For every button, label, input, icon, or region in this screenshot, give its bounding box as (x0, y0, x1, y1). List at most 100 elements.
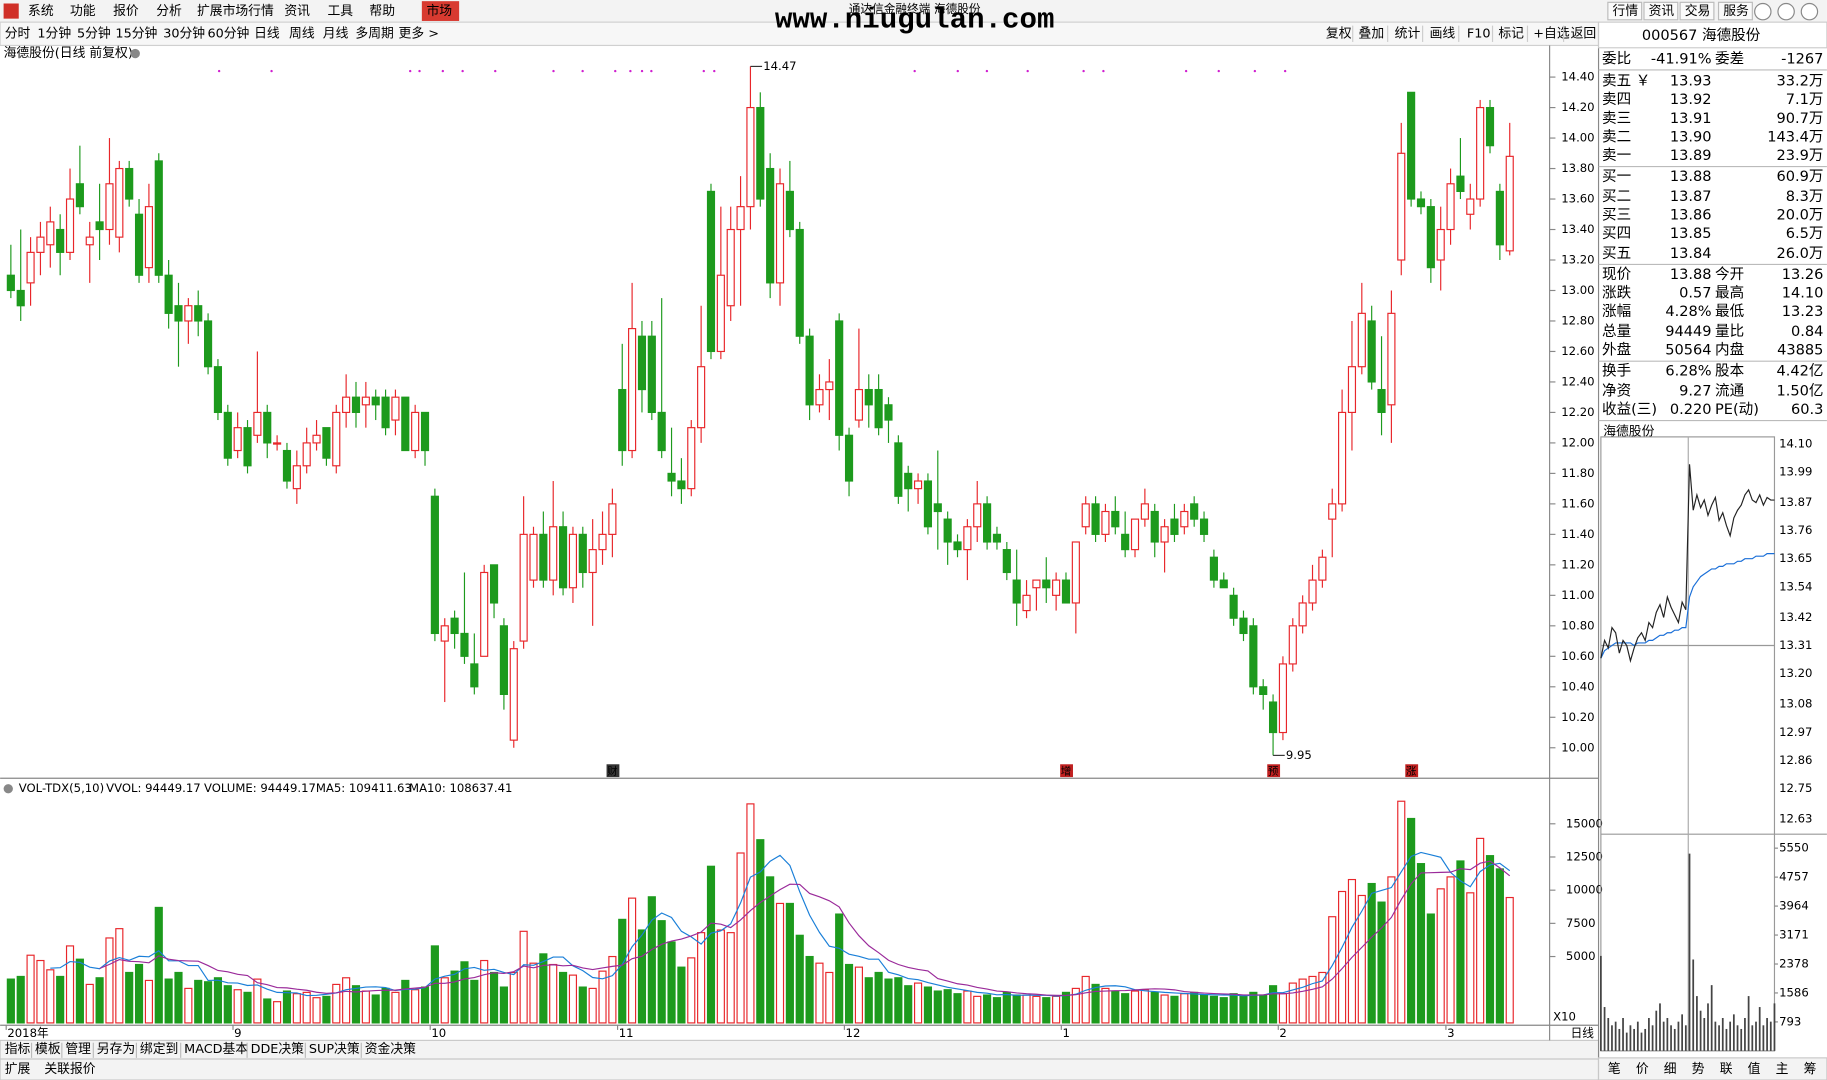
status-item[interactable]: 关联报价 (44, 1062, 95, 1077)
top-button[interactable]: 交易 (1685, 3, 1711, 19)
volume-bar (1199, 994, 1209, 1024)
event-label[interactable]: 增 (1061, 764, 1071, 777)
window-control[interactable] (1800, 2, 1819, 21)
candle-body (1456, 175, 1465, 192)
menu-item[interactable]: 资讯 (284, 4, 310, 19)
candle-body (95, 221, 104, 231)
bottom-tab[interactable]: DDE决策 (251, 1041, 305, 1057)
window-control[interactable] (1754, 2, 1772, 21)
candle-body (16, 289, 25, 307)
volume-bar (519, 930, 528, 1024)
period-tab[interactable]: 周线 (289, 26, 315, 41)
menu-item[interactable]: 工具 (327, 4, 353, 19)
status-item[interactable]: 扩展 (5, 1062, 31, 1077)
intraday-tab[interactable]: 值 (1748, 1061, 1761, 1077)
candle-body (144, 206, 153, 269)
candle-body (923, 480, 933, 528)
volume-bar (1071, 987, 1080, 1024)
intraday-tab[interactable]: 笔 (1608, 1061, 1621, 1077)
volume-bar (1456, 860, 1465, 1024)
top-button[interactable]: 资讯 (1649, 4, 1675, 19)
menu-item[interactable]: 功能 (70, 4, 96, 19)
period-tab[interactable]: 15分钟 (115, 25, 157, 41)
tool-button[interactable]: 画线 (1430, 26, 1456, 41)
tool-button[interactable]: 统计 (1395, 26, 1421, 41)
volume-bar (420, 986, 430, 1024)
event-icon[interactable] (606, 764, 620, 778)
bottom-tab[interactable]: 指标 (5, 1042, 31, 1057)
bottom-tab[interactable]: 另存为 (97, 1042, 135, 1057)
menu-item[interactable]: 帮助 (369, 4, 395, 19)
menu-item[interactable]: 系统 (28, 4, 54, 19)
intraday-tab[interactable]: 势 (1692, 1061, 1705, 1077)
y-tick-label: 14.40 (1561, 70, 1594, 84)
intraday-price-line (1600, 464, 1775, 664)
intraday-average-line (1600, 553, 1775, 659)
top-button[interactable]: 服务 (1723, 3, 1749, 19)
bottom-tab[interactable]: SUP决策 (309, 1041, 360, 1057)
top-button-box[interactable] (1643, 1, 1679, 21)
intraday-tab[interactable]: 联 (1720, 1062, 1733, 1077)
bottom-tab[interactable]: 资金决策 (365, 1041, 416, 1057)
tool-button[interactable]: 返回 (1571, 26, 1597, 41)
period-tab[interactable]: 5分钟 (77, 25, 111, 41)
period-tab[interactable]: 多周期 (355, 26, 393, 41)
menu-item[interactable]: 扩展市场行情 (197, 3, 274, 19)
top-button-box[interactable] (1607, 1, 1643, 21)
title-dropdown[interactable] (130, 48, 140, 59)
tool-button[interactable]: 复权 (1326, 25, 1352, 41)
event-icon[interactable] (1267, 764, 1281, 778)
tool-button[interactable]: 叠加 (1359, 26, 1385, 41)
tool-button[interactable]: 标记 (1498, 26, 1524, 41)
window-control[interactable] (1777, 2, 1795, 21)
volume-bar (56, 975, 65, 1024)
tool-button[interactable]: +自选 (1533, 26, 1570, 41)
top-button-box[interactable] (1679, 1, 1715, 21)
candle-body (213, 366, 223, 414)
date-label: 11 (619, 1026, 634, 1040)
period-tab[interactable]: 日线 (254, 26, 280, 41)
top-button-box[interactable] (1717, 1, 1753, 21)
volume-bar (835, 913, 844, 1024)
period-tab[interactable]: 60分钟 (207, 25, 249, 41)
volume-bar (1387, 876, 1396, 1024)
volume-bar (184, 987, 193, 1024)
bottom-tab[interactable]: 模板 (35, 1042, 61, 1057)
candle-body (529, 533, 538, 581)
candle-body (282, 449, 292, 482)
bottom-tab[interactable]: 绑定到 (140, 1042, 178, 1057)
period-tab[interactable]: 更多 > (399, 26, 439, 41)
market-button[interactable] (421, 1, 460, 21)
market-label[interactable]: 市场 (427, 3, 453, 19)
event-label[interactable]: 预 (1268, 765, 1279, 777)
event-label[interactable]: 涨 (1406, 765, 1417, 777)
volume-bar (1022, 994, 1031, 1024)
candle-body (1081, 503, 1090, 528)
bottom-tab[interactable]: MACD基本 (184, 1042, 248, 1057)
candle-body (519, 533, 528, 642)
period-tab[interactable]: 月线 (323, 26, 349, 41)
intraday-tab[interactable]: 主 (1776, 1062, 1789, 1077)
tool-button[interactable]: F10 (1467, 26, 1491, 41)
info-dot (409, 69, 412, 73)
bottom-tab[interactable]: 管理 (65, 1042, 91, 1057)
volume-bar (1328, 916, 1337, 1024)
quote-value: 13.93 (1670, 73, 1712, 90)
menu-item[interactable]: 报价 (113, 4, 139, 19)
intraday-tab[interactable]: 价 (1636, 1062, 1649, 1077)
candle-body (963, 526, 972, 551)
quote-volume: 60.9万 (1776, 168, 1823, 185)
event-icon[interactable] (1405, 764, 1419, 778)
intraday-tab[interactable]: 细 (1664, 1062, 1677, 1077)
intraday-tab[interactable]: 筹 (1804, 1061, 1817, 1077)
period-tab[interactable]: 30分钟 (163, 25, 205, 41)
top-button[interactable]: 行情 (1613, 4, 1639, 19)
indicator-toggle[interactable] (3, 784, 13, 794)
menu-item[interactable]: 分析 (156, 4, 182, 19)
quote-label: 卖五 ￥ (1602, 73, 1650, 90)
event-label[interactable]: 财 (607, 764, 617, 777)
event-icon[interactable] (1060, 764, 1073, 778)
period-tab[interactable]: 1分钟 (37, 25, 71, 41)
candle-body (1347, 366, 1357, 414)
period-tab[interactable]: 分时 (5, 26, 31, 41)
